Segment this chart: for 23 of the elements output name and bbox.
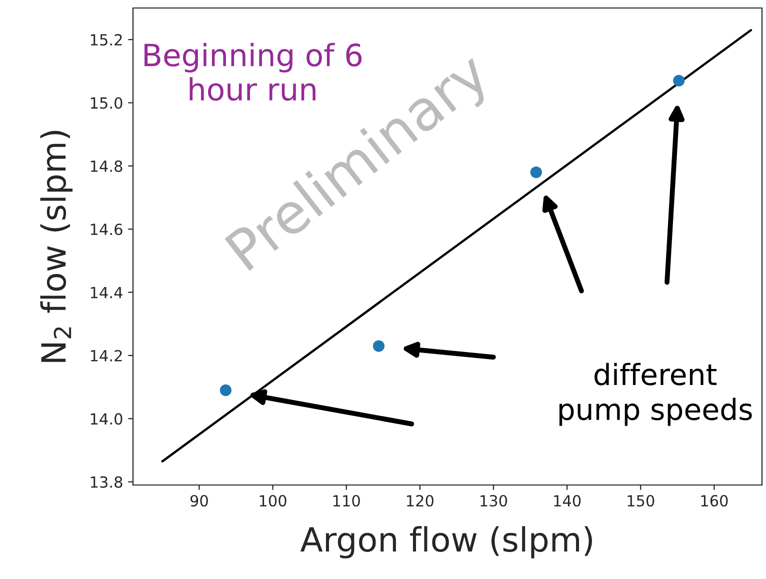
y-axis-title: N$_{2}$ flow (slpm) (40, 130, 73, 362)
x-tick-label: 120 (407, 494, 434, 507)
x-tick-label: 150 (628, 494, 654, 507)
point (220, 384, 232, 396)
y-tick-label: 14.2 (90, 350, 122, 362)
x-axis-title: Argon flow (slpm) (300, 526, 592, 558)
y-tick-label: 15.0 (90, 97, 122, 109)
y-tick-label: 14.4 (90, 286, 122, 298)
x-tick-label: 140 (554, 494, 581, 507)
point (372, 340, 385, 352)
y-tick-label: 14.6 (90, 224, 122, 236)
x-tick-label: 100 (260, 494, 286, 507)
y-tick-label: 14.0 (90, 413, 122, 425)
x-tick-label: 130 (480, 494, 508, 507)
annotation: different pump speeds (559, 362, 752, 426)
x-tick-label: 90 (190, 494, 208, 507)
y-tick-label: 13.8 (90, 476, 122, 488)
y-tick-label: 14.8 (90, 160, 122, 172)
x-tick-label: 110 (333, 494, 360, 507)
point (530, 166, 542, 178)
x-tick-label: 160 (701, 494, 728, 507)
point (673, 74, 685, 86)
y-tick-label: 15.2 (90, 34, 122, 46)
